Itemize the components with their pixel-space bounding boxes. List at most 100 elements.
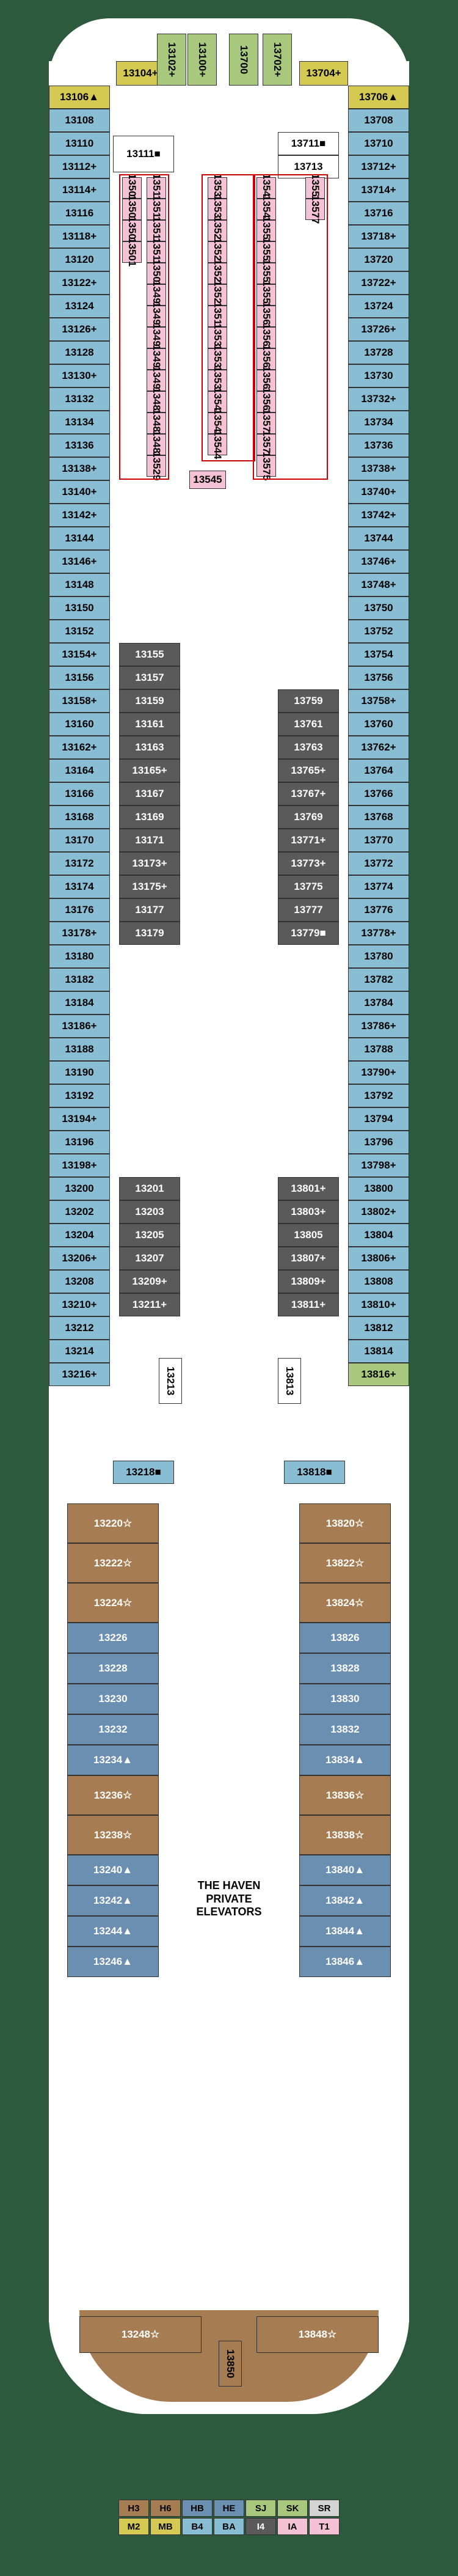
cabin-13766: 13766 xyxy=(348,782,409,805)
cabin-13169: 13169 xyxy=(119,805,180,829)
cabin-13136: 13136 xyxy=(49,434,110,457)
cabin-13110: 13110 xyxy=(49,132,110,155)
cabin-13207: 13207 xyxy=(119,1247,180,1270)
cabin-13140: 13140+ xyxy=(49,480,110,504)
cabin-13828: 13828 xyxy=(299,1653,391,1684)
cabin-13124: 13124 xyxy=(49,295,110,318)
legend-H6: H6 xyxy=(150,2500,181,2517)
legend-SJ: SJ xyxy=(245,2500,276,2517)
cabin-13756: 13756 xyxy=(348,666,409,689)
cabin-13706: 13706▲ xyxy=(348,86,409,109)
cabin-13808: 13808 xyxy=(348,1270,409,1293)
cabin-13803: 13803+ xyxy=(278,1200,339,1224)
cabin-13216: 13216+ xyxy=(49,1363,110,1386)
legend-B4: B4 xyxy=(182,2518,213,2535)
cabin-13824: 13824☆ xyxy=(299,1583,391,1623)
cabin-13205: 13205 xyxy=(119,1224,180,1247)
cabin-13784: 13784 xyxy=(348,991,409,1015)
deck-plan: 13104+13102+13100+1370013702+13704+13106… xyxy=(0,0,458,2576)
cabin-13166: 13166 xyxy=(49,782,110,805)
cabin-13213: 13213 xyxy=(159,1358,182,1404)
cabin-13171: 13171 xyxy=(119,829,180,852)
cabin-13806: 13806+ xyxy=(348,1247,409,1270)
legend-MB: MB xyxy=(150,2518,181,2535)
legend-T1: T1 xyxy=(309,2518,340,2535)
cabin-13132: 13132 xyxy=(49,387,110,411)
cabin-13112: 13112+ xyxy=(49,155,110,178)
cabin-13196: 13196 xyxy=(49,1131,110,1154)
cabin-13777: 13777 xyxy=(278,898,339,922)
cabin-13812: 13812 xyxy=(348,1316,409,1340)
cabin-13150: 13150 xyxy=(49,596,110,620)
cabin-13244: 13244▲ xyxy=(67,1916,159,1947)
cabin-13198: 13198+ xyxy=(49,1154,110,1177)
cabin-13211: 13211+ xyxy=(119,1293,180,1316)
cabin-13744: 13744 xyxy=(348,527,409,550)
cabin-13836: 13836☆ xyxy=(299,1775,391,1815)
cabin-13246: 13246▲ xyxy=(67,1947,159,1977)
cabin-13168: 13168 xyxy=(49,805,110,829)
legend-BA: BA xyxy=(214,2518,244,2535)
cabin-13182: 13182 xyxy=(49,968,110,991)
cabin-13177: 13177 xyxy=(119,898,180,922)
cabin-13794: 13794 xyxy=(348,1107,409,1131)
cabin-13796: 13796 xyxy=(348,1131,409,1154)
cabin-13160: 13160 xyxy=(49,713,110,736)
cabin-13142: 13142+ xyxy=(49,504,110,527)
cabin-13212: 13212 xyxy=(49,1316,110,1340)
cabin-13154: 13154+ xyxy=(49,643,110,666)
cabin-13240: 13240▲ xyxy=(67,1855,159,1885)
cabin-13200: 13200 xyxy=(49,1177,110,1200)
cabin-13214: 13214 xyxy=(49,1340,110,1363)
cabin-13778: 13778+ xyxy=(348,922,409,945)
elevator-label: THE HAVEN PRIVATE ELEVATORS xyxy=(189,1879,269,1919)
cabin-13842: 13842▲ xyxy=(299,1885,391,1916)
cabin-13192: 13192 xyxy=(49,1084,110,1107)
cabin-13172: 13172 xyxy=(49,852,110,875)
cabin-13782: 13782 xyxy=(348,968,409,991)
cabin-13176: 13176 xyxy=(49,898,110,922)
cabin-13788: 13788 xyxy=(348,1038,409,1061)
cabin-13726: 13726+ xyxy=(348,318,409,341)
cabin-13138: 13138+ xyxy=(49,457,110,480)
cabin-13126: 13126+ xyxy=(49,318,110,341)
cabin-13818: 13818■ xyxy=(284,1461,345,1484)
cabin-13163: 13163 xyxy=(119,736,180,759)
cabin-13734: 13734 xyxy=(348,411,409,434)
cabin-13792: 13792 xyxy=(348,1084,409,1107)
cabin-13220: 13220☆ xyxy=(67,1503,159,1543)
cabin-13159: 13159 xyxy=(119,689,180,713)
cabin-13776: 13776 xyxy=(348,898,409,922)
cabin-13146: 13146+ xyxy=(49,550,110,573)
cabin-13174: 13174 xyxy=(49,875,110,898)
cabin-13774: 13774 xyxy=(348,875,409,898)
cabin-13805: 13805 xyxy=(278,1224,339,1247)
cabin-13736: 13736 xyxy=(348,434,409,457)
cabin-13763: 13763 xyxy=(278,736,339,759)
cabin-13750: 13750 xyxy=(348,596,409,620)
cabin-13161: 13161 xyxy=(119,713,180,736)
cabin-13128: 13128 xyxy=(49,341,110,364)
cabin-13813: 13813 xyxy=(278,1358,301,1404)
cabin-13708: 13708 xyxy=(348,109,409,132)
cabin-13826: 13826 xyxy=(299,1623,391,1653)
cabin-13834: 13834▲ xyxy=(299,1745,391,1775)
cabin-13156: 13156 xyxy=(49,666,110,689)
cabin-13148: 13148 xyxy=(49,573,110,596)
cabin-13179: 13179 xyxy=(119,922,180,945)
cabin-13770: 13770 xyxy=(348,829,409,852)
cabin-13164: 13164 xyxy=(49,759,110,782)
cabin-13746: 13746+ xyxy=(348,550,409,573)
cabin-13100: 13100+ xyxy=(187,34,217,86)
legend: H3H6HBHESJSKSR M2MBB4BAI4IAT1 xyxy=(0,2500,458,2536)
cabin-13780: 13780 xyxy=(348,945,409,968)
cabin-13761: 13761 xyxy=(278,713,339,736)
cabin-13740: 13740+ xyxy=(348,480,409,504)
legend-I4: I4 xyxy=(245,2518,276,2535)
cabin-13167: 13167 xyxy=(119,782,180,805)
legend-IA: IA xyxy=(277,2518,308,2535)
cabin-13801: 13801+ xyxy=(278,1177,339,1200)
cabin-13771: 13771+ xyxy=(278,829,339,852)
cabin-13764: 13764 xyxy=(348,759,409,782)
pool-outline xyxy=(253,174,328,480)
